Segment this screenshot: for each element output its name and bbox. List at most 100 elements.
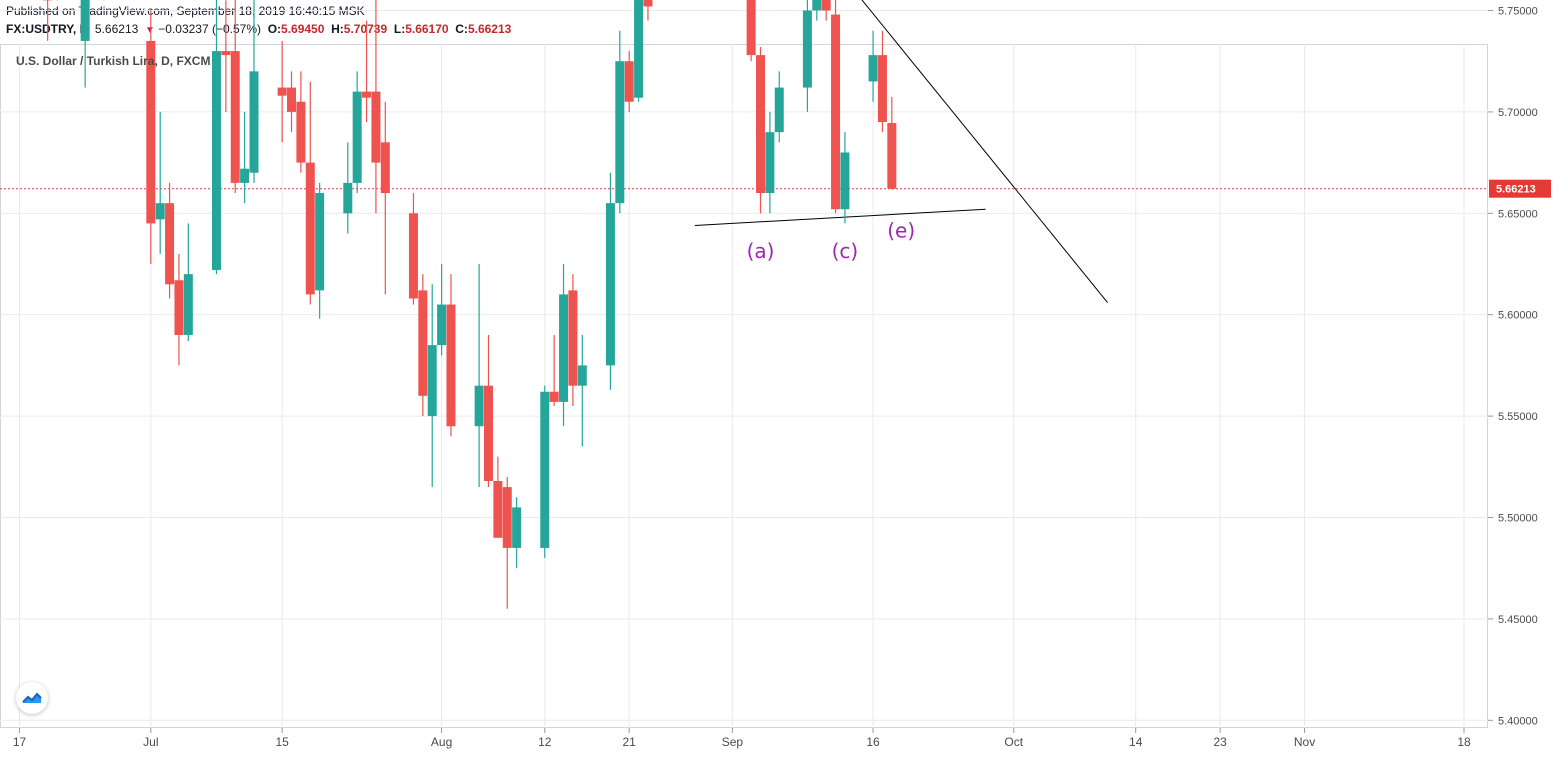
- candle[interactable]: [343, 142, 353, 234]
- candle[interactable]: [559, 264, 569, 427]
- low-value: 5.66170: [405, 22, 449, 36]
- down-triangle-icon: ▼: [145, 25, 155, 36]
- symbol-ohlc-bar: FX:USDTRY, D 5.66213 ▼ −0.03237 (−0.57%)…: [6, 22, 511, 36]
- candle-body: [765, 132, 775, 194]
- candle[interactable]: [230, 0, 240, 194]
- candle[interactable]: [249, 0, 259, 183]
- tradingview-logo-icon[interactable]: [16, 682, 48, 714]
- plot-frame: [0, 44, 1488, 728]
- wave-label: (e): [887, 219, 915, 243]
- candle[interactable]: [746, 0, 756, 62]
- candle[interactable]: [493, 456, 503, 538]
- candle-body: [277, 87, 287, 96]
- candle[interactable]: [80, 0, 90, 88]
- candle[interactable]: [502, 476, 512, 609]
- candle-body: [80, 0, 90, 41]
- candle[interactable]: [146, 10, 156, 265]
- candle[interactable]: [821, 0, 831, 21]
- candle[interactable]: [446, 274, 456, 437]
- x-tick-label: Oct: [1004, 735, 1023, 749]
- candle[interactable]: [549, 334, 559, 406]
- candle-body: [540, 391, 550, 548]
- trendlines: [694, 0, 1108, 303]
- last-price-label: 5.66213: [1496, 184, 1536, 196]
- candle[interactable]: [577, 334, 587, 447]
- candle[interactable]: [474, 264, 484, 488]
- candle[interactable]: [380, 101, 390, 295]
- candle-body: [221, 51, 231, 56]
- candle[interactable]: [774, 71, 784, 143]
- candle[interactable]: [437, 264, 447, 356]
- candle[interactable]: [183, 223, 193, 342]
- last-price: 5.66213: [94, 22, 139, 36]
- trendline[interactable]: [694, 208, 986, 226]
- candle[interactable]: [155, 111, 165, 254]
- candle[interactable]: [277, 40, 287, 143]
- candle[interactable]: [512, 497, 522, 569]
- candle[interactable]: [362, 20, 372, 123]
- candle[interactable]: [756, 47, 766, 214]
- candle[interactable]: [887, 96, 897, 190]
- candle[interactable]: [831, 0, 841, 214]
- candle-body: [380, 142, 390, 194]
- y-tick-label: 5.55000: [1498, 411, 1538, 423]
- candle-body: [446, 304, 456, 427]
- candle[interactable]: [483, 334, 493, 488]
- candle[interactable]: [240, 111, 250, 204]
- x-tick-label: 15: [275, 735, 289, 749]
- candle[interactable]: [868, 30, 878, 102]
- candle[interactable]: [812, 0, 822, 21]
- candle[interactable]: [615, 30, 625, 214]
- candle[interactable]: [352, 71, 362, 194]
- trendline[interactable]: [704, 0, 1108, 303]
- candle[interactable]: [287, 71, 297, 133]
- candle-body: [240, 168, 250, 183]
- candle[interactable]: [315, 182, 325, 319]
- candle[interactable]: [174, 253, 184, 366]
- chart-grid: [0, 10, 1488, 728]
- candle-body: [343, 182, 353, 214]
- candle[interactable]: [605, 172, 615, 390]
- y-tick-label: 5.40000: [1498, 715, 1538, 727]
- candle[interactable]: [427, 284, 437, 488]
- open-label: O:: [267, 22, 282, 36]
- candle-body: [577, 365, 587, 386]
- candle[interactable]: [165, 182, 175, 299]
- y-tick-label: 5.45000: [1498, 614, 1538, 626]
- candle-body: [165, 203, 175, 285]
- candle-body: [371, 91, 381, 163]
- candle[interactable]: [634, 0, 644, 102]
- candle[interactable]: [540, 385, 550, 559]
- candle[interactable]: [408, 193, 418, 305]
- candle[interactable]: [305, 81, 315, 305]
- y-tick-label: 5.50000: [1498, 513, 1538, 525]
- candle-body: [568, 290, 578, 386]
- candle[interactable]: [418, 274, 428, 417]
- candle-body: [483, 385, 493, 481]
- candle[interactable]: [802, 0, 812, 112]
- candle-body: [427, 345, 437, 417]
- wave-label: (a): [747, 239, 775, 263]
- candle[interactable]: [568, 274, 578, 406]
- candle[interactable]: [877, 30, 887, 133]
- candle[interactable]: [371, 0, 381, 214]
- candle-body: [287, 87, 297, 112]
- candle[interactable]: [643, 0, 653, 21]
- candle-body: [352, 91, 362, 183]
- candle[interactable]: [221, 0, 231, 112]
- candle-body: [549, 391, 559, 402]
- x-tick-label: Aug: [431, 735, 452, 749]
- candles: [43, 0, 897, 609]
- candle-body: [605, 203, 615, 366]
- candle[interactable]: [765, 111, 775, 214]
- candle-body: [502, 487, 512, 548]
- candle-body: [831, 14, 841, 210]
- candle[interactable]: [840, 132, 850, 224]
- candle[interactable]: [43, 0, 53, 41]
- candle[interactable]: [296, 71, 306, 173]
- candle[interactable]: [624, 51, 634, 112]
- candle-body: [559, 294, 569, 402]
- candle[interactable]: [211, 0, 221, 275]
- candle-body: [305, 162, 315, 295]
